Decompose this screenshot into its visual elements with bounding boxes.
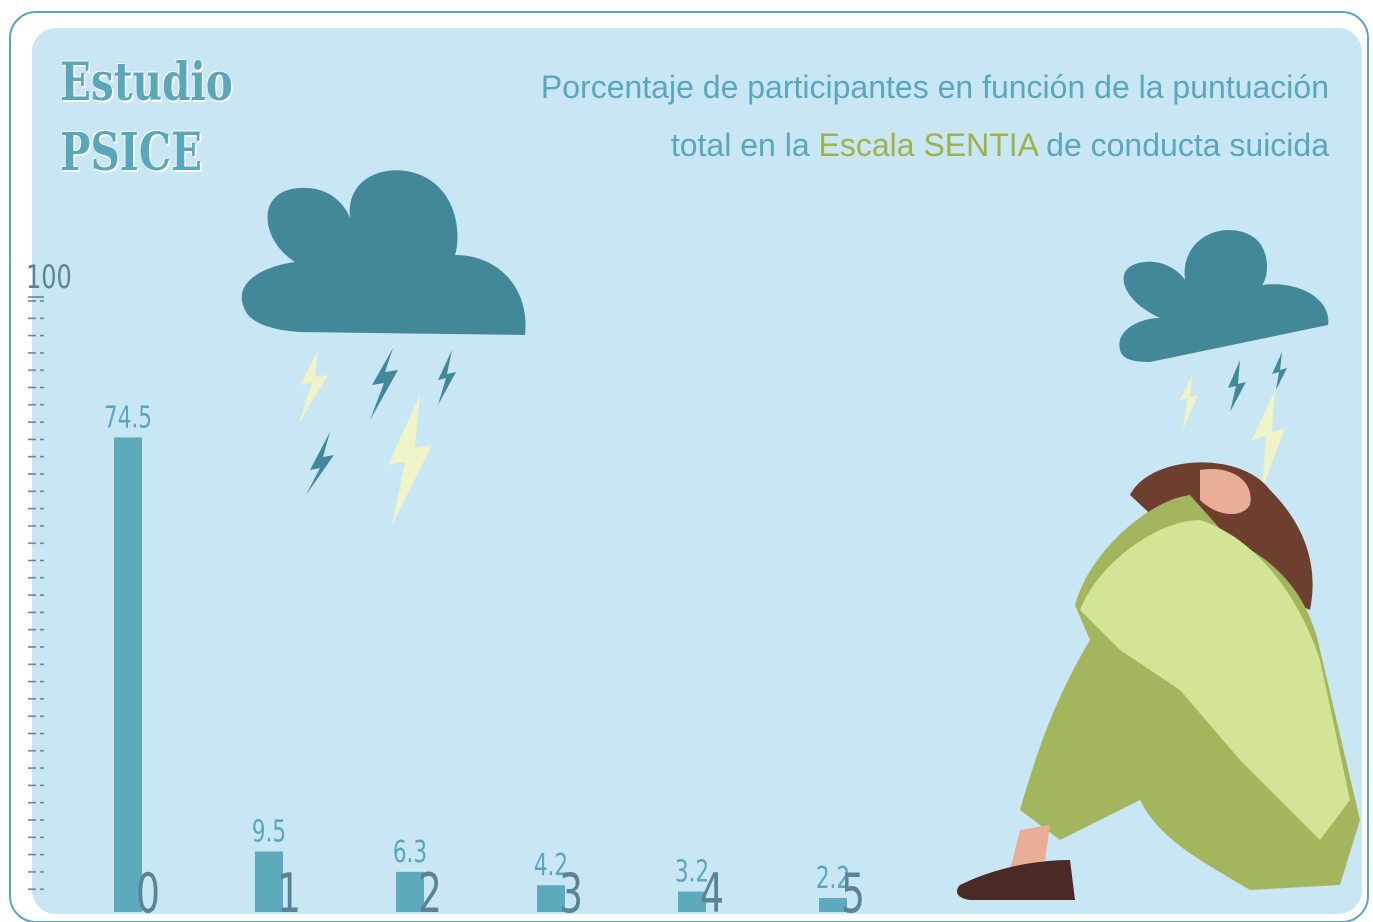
logo-line: PSICE (60, 118, 233, 188)
title-line: Porcentaje de participantes en función d… (541, 58, 1329, 116)
page: 10074.509.516.324.233.242.25 Estudio PSI… (0, 0, 1373, 922)
minor-ticks (28, 300, 44, 905)
x-tick-label: 1 (277, 862, 301, 922)
x-tick-label: 0 (136, 862, 160, 922)
x-tick-label: 5 (841, 862, 865, 922)
logo: Estudio PSICE (60, 48, 233, 188)
x-tick-label: 4 (700, 862, 724, 922)
chart-title: Porcentaje de participantes en función d… (541, 58, 1329, 174)
value-label: 9.5 (252, 815, 286, 849)
bar (114, 437, 142, 912)
y-tick-label: 100 (26, 259, 72, 296)
title-highlight: Escala SENTIA (819, 127, 1038, 163)
x-tick-label: 2 (418, 862, 442, 922)
x-tick-label: 3 (559, 862, 583, 922)
value-label: 74.5 (104, 401, 152, 435)
title-line: total en la Escala SENTIA de conducta su… (541, 116, 1329, 174)
title-part: de conducta suicida (1046, 127, 1329, 163)
title-part: total en la (671, 127, 810, 163)
logo-line: Estudio (60, 48, 233, 118)
